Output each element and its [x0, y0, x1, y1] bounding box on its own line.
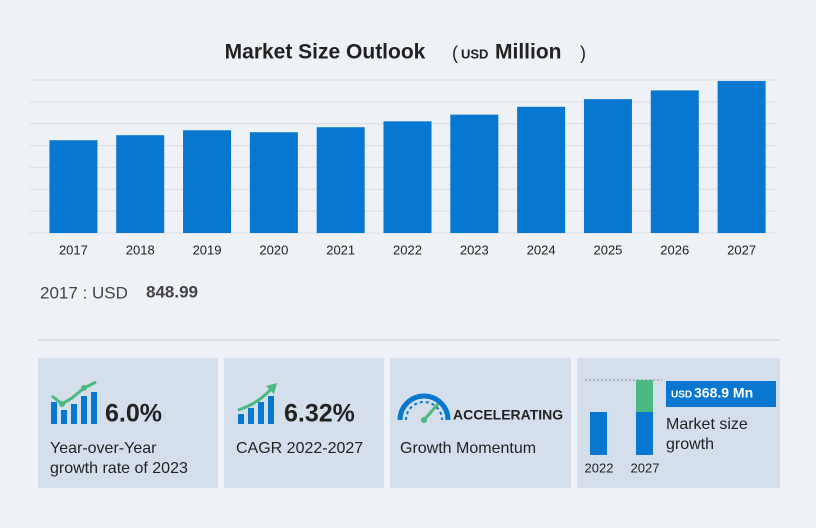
x-tick-label: 2024	[527, 242, 556, 257]
x-tick-label: 2017	[59, 242, 88, 257]
bar	[116, 135, 165, 233]
bar	[183, 130, 232, 233]
x-tick-label: 2026	[660, 242, 689, 257]
card	[38, 358, 218, 488]
bar	[717, 80, 766, 233]
growth-icon	[51, 380, 97, 424]
chart-title: Market Size Outlook	[225, 41, 426, 64]
card-text: CAGR 2022-2027	[236, 440, 363, 457]
bar	[517, 106, 566, 233]
x-tick-label: 2020	[259, 242, 288, 257]
x-tick-label: 2025	[593, 242, 622, 257]
growth-badge	[666, 381, 776, 407]
mini-bar	[636, 412, 653, 455]
bar	[316, 127, 365, 233]
card-value: 6.0%	[105, 400, 162, 428]
bar	[249, 132, 298, 233]
gauge-icon	[397, 393, 451, 423]
title-unit: Million	[495, 41, 562, 64]
card-value: ACCELERATING	[453, 407, 563, 423]
card-value: 6.32%	[284, 400, 355, 428]
badge-value: 368.9 Mn	[694, 385, 753, 401]
mini-bar-growth	[636, 380, 653, 412]
badge-currency: USD	[671, 390, 692, 401]
x-tick-label: 2021	[326, 242, 355, 257]
bar	[450, 114, 499, 233]
bar	[383, 121, 432, 233]
card-text: Market size	[666, 416, 748, 433]
card-text: growth	[666, 436, 714, 453]
card-text: Growth Momentum	[400, 440, 536, 457]
x-tick-label: 2019	[193, 242, 222, 257]
bar	[583, 99, 632, 233]
bar	[650, 90, 699, 233]
x-tick-label: 2027	[727, 242, 756, 257]
title-paren: (	[452, 43, 458, 63]
card	[390, 358, 571, 488]
title-paren: )	[580, 43, 586, 63]
title-currency: USD	[461, 46, 488, 61]
card-text: Year-over-Year	[50, 440, 157, 457]
cagr-icon	[237, 383, 277, 424]
x-tick-label: 2023	[460, 242, 489, 257]
highlight-label: 2017 : USD	[40, 283, 128, 302]
x-tick-label: 2022	[393, 242, 422, 257]
bar	[49, 140, 98, 233]
mini-year: 2027	[631, 460, 660, 475]
mini-year: 2022	[585, 460, 614, 475]
x-tick-label: 2018	[126, 242, 155, 257]
mini-bar	[590, 412, 607, 455]
highlight-value: 848.99	[146, 282, 198, 301]
card-text: growth rate of 2023	[50, 460, 188, 477]
